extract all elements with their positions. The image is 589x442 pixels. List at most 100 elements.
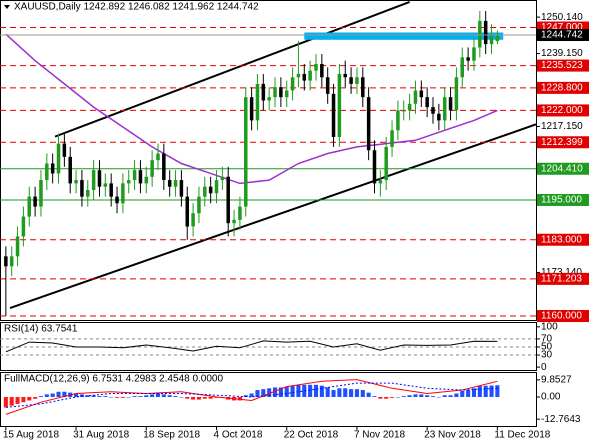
level-label-box [537,310,589,323]
histogram-bar [50,393,55,397]
level-label-box [537,233,589,246]
histogram-bar [109,396,114,398]
candle-body [396,110,400,131]
candle-body [86,190,90,197]
histogram-bar [343,388,348,397]
y-tick-label: 100 [541,321,558,332]
y-tick-label: 50 [541,342,553,353]
y-tick-label: 1217.150 [541,121,583,132]
histogram-bar [390,396,395,398]
candle-body [33,196,37,207]
candle-body [21,216,26,237]
candle-body [68,156,72,184]
histogram-bar [202,396,207,399]
level-label-box [537,193,589,206]
histogram-bar [471,388,477,397]
histogram-bar [150,394,155,397]
histogram-bar [384,396,389,399]
histogram-bar [179,396,184,398]
histogram-bar [27,396,32,401]
x-tick-label: 22 Oct 2018 [284,430,339,441]
candle-body [214,180,219,194]
candle-body [361,77,365,98]
level-label-box [537,272,589,285]
candle-body [419,90,424,98]
indicator-line [5,379,498,415]
candle-body [232,219,236,224]
histogram-bar [354,389,359,397]
candle-body [478,20,482,48]
histogram-bar [91,395,96,397]
candle-body [407,103,412,111]
candle-body [466,57,470,61]
histogram-bar [185,396,190,399]
symbol-icon [4,5,10,9]
histogram-bar [3,396,8,408]
candle-body [39,180,43,207]
y-tick-label: 1250.140 [541,12,583,23]
candle-body [355,77,359,84]
candle-body [156,153,160,161]
candle-body [325,77,330,94]
histogram-bar [325,387,330,397]
histogram-bar [331,390,336,397]
histogram-bar [33,396,38,399]
resistance-zone [304,32,504,40]
candle-body [220,176,225,181]
candle-body [431,107,435,114]
histogram-bar [114,396,120,398]
x-tick-label: 18 Sep 2018 [143,430,200,441]
histogram-bar [155,393,161,397]
candle-body [27,196,32,217]
y-tick-label: -12.7643 [541,414,581,425]
candle-body [115,196,119,204]
candle-body [495,35,500,42]
histogram-bar [360,390,365,397]
rsi-title: RSI(14) 63.7541 [4,324,78,335]
histogram-bar [337,388,342,397]
x-tick-label: 23 Nov 2018 [424,430,481,441]
candle-body [349,77,353,84]
histogram-bar [425,395,430,397]
candle-body [296,73,301,78]
candle-body [80,180,84,197]
macd-title: FullMACD(12,26,9) 6.7531 4.2983 2.4548 0… [4,374,223,385]
candle-body [378,180,383,184]
indicator-line [5,33,498,185]
histogram-bar [97,396,102,397]
candle-body [144,176,149,184]
candle-body [121,183,125,204]
level-label-box [537,104,589,117]
histogram-bar [413,394,418,397]
y-tick-label: 0 [541,362,547,373]
candle-body [9,256,14,267]
histogram-bar [9,396,14,406]
histogram-bar [302,384,307,397]
level-label: 1212.399 [541,137,583,148]
histogram-bar [103,396,108,397]
candle-body [331,93,336,137]
candle-body [56,143,61,174]
histogram-bar [126,396,131,398]
candle-body [343,73,347,78]
histogram-bar [477,385,482,397]
chart-title: XAUUSD,Daily 1242.892 1246.082 1241.962 … [14,2,259,13]
candle-body [448,97,453,111]
histogram-bar [208,396,213,399]
x-tick-label: 7 Nov 2018 [354,430,406,441]
level-label: 1204.410 [541,163,583,174]
histogram-bar [454,393,459,397]
candle-body [74,180,78,184]
histogram-bar [15,396,20,404]
candle-body [50,163,55,174]
histogram-bar [313,384,319,397]
candle-body [279,87,283,98]
histogram-bar [284,386,289,397]
level-label: 1228.800 [541,83,583,94]
candle-body [454,77,459,111]
y-tick-label: 1173.140 [541,267,582,278]
candle-body [244,97,248,207]
candle-body [273,87,277,98]
